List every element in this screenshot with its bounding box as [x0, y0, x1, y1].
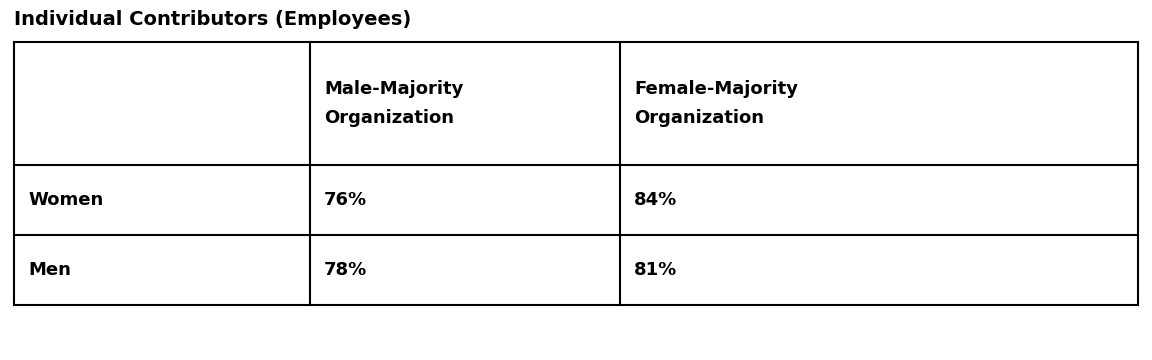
Text: 78%: 78% — [324, 261, 367, 279]
Text: Individual Contributors (Employees): Individual Contributors (Employees) — [14, 10, 411, 29]
Text: 81%: 81% — [634, 261, 677, 279]
Text: Men: Men — [28, 261, 71, 279]
Bar — [14, 42, 1138, 305]
Text: 84%: 84% — [634, 191, 677, 209]
Text: Male-Majority
Organization: Male-Majority Organization — [324, 80, 463, 127]
Text: 76%: 76% — [324, 191, 367, 209]
Text: Women: Women — [28, 191, 104, 209]
Text: Female-Majority
Organization: Female-Majority Organization — [634, 80, 798, 127]
